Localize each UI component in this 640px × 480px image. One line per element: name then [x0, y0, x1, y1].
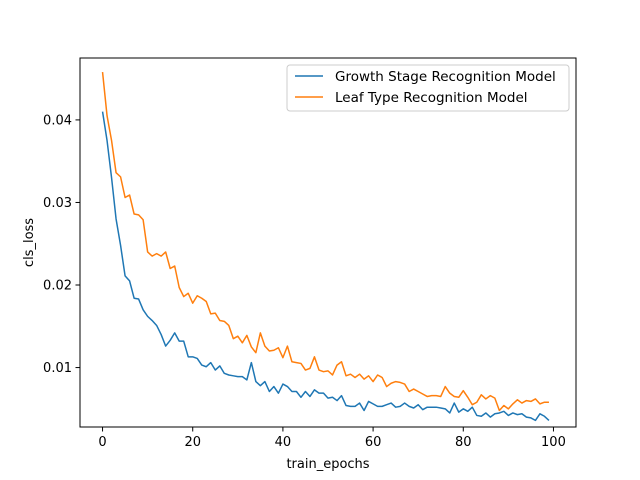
x-tick-label: 100 [541, 435, 566, 450]
x-tick-label: 0 [98, 435, 106, 450]
y-tick-label: 0.04 [43, 113, 72, 128]
y-axis-ticks: 0.01 0.02 0.03 0.04 [43, 113, 80, 376]
y-tick-label: 0.02 [43, 279, 72, 294]
x-tick-label: 20 [184, 435, 201, 450]
legend-label-leaf-type: Leaf Type Recognition Model [335, 90, 528, 106]
x-tick-label: 60 [365, 435, 382, 450]
legend: Growth Stage Recognition Model Leaf Type… [286, 64, 570, 112]
y-axis-label: cls_loss [22, 218, 37, 267]
legend-box [286, 64, 570, 112]
x-axis-label: train_epochs [286, 457, 369, 472]
plot-area-frame [79, 57, 577, 428]
series-layer [101, 71, 550, 422]
x-tick-label: 40 [275, 435, 292, 450]
y-tick-label: 0.01 [43, 361, 72, 376]
y-tick-label: 0.03 [43, 196, 72, 211]
legend-label-growth-stage: Growth Stage Recognition Model [335, 69, 556, 85]
x-axis-ticks: 0 20 40 60 80 100 [98, 427, 566, 450]
series-line-leaf-type [101, 71, 549, 412]
x-tick-label: 80 [455, 435, 472, 450]
series-line-growth-stage [101, 111, 550, 422]
